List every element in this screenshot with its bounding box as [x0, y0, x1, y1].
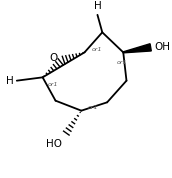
Text: or1: or1: [47, 82, 58, 87]
Text: HO: HO: [46, 139, 62, 149]
Text: or1: or1: [92, 46, 102, 51]
Text: H: H: [94, 1, 101, 11]
Text: H: H: [6, 76, 14, 86]
Text: or1: or1: [88, 105, 98, 110]
Polygon shape: [123, 44, 151, 53]
Text: or1: or1: [117, 60, 127, 65]
Text: OH: OH: [154, 42, 170, 52]
Text: O: O: [49, 53, 57, 63]
